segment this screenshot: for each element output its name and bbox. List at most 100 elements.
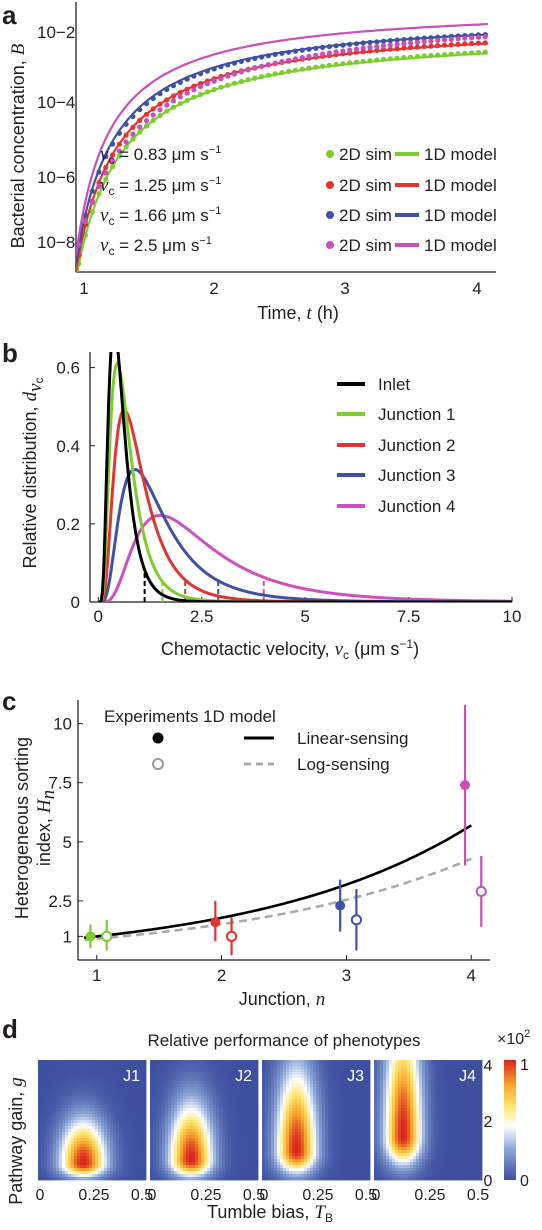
d-cell [41,1102,45,1106]
d-cell [237,1144,241,1148]
d-cell [68,1156,72,1160]
a-sim-point-3 [89,199,95,205]
d-cell [56,1135,60,1139]
d-cell [180,1156,184,1160]
d-cell [86,1096,90,1100]
d-cell [162,1108,166,1112]
d-cell [389,1123,393,1127]
d-cell [222,1174,226,1178]
d-cell [137,1129,141,1133]
d-cell [89,1093,93,1097]
d-cell [125,1072,129,1076]
d-cell [153,1099,157,1103]
d-cell [189,1111,193,1115]
d-cell [277,1060,281,1064]
d-cell [219,1171,223,1175]
d-cell [210,1111,214,1115]
d-cell [322,1075,326,1079]
d-cell [44,1105,48,1109]
d-cell [343,1177,347,1181]
d-cell [177,1066,181,1070]
d-cell [104,1138,108,1142]
d-cell [283,1084,287,1088]
d-cell [313,1156,317,1160]
d-cell [304,1123,308,1127]
d-cell [228,1141,232,1145]
d-cell [77,1150,81,1154]
d-cell [104,1141,108,1145]
d-cell [265,1099,269,1103]
d-cell [222,1144,226,1148]
d-cell [231,1168,235,1172]
d-cell [210,1165,214,1169]
d-cell [156,1081,160,1085]
d-cell [168,1141,172,1145]
d-cell [156,1144,160,1148]
d-cell [255,1150,259,1154]
d-cell [195,1117,199,1121]
d-cell [107,1069,111,1073]
d-cell [304,1081,308,1085]
d-cell [150,1078,154,1082]
d-cell [310,1075,314,1079]
d-cell [389,1126,393,1130]
d-cell [246,1105,250,1109]
d-cell [386,1075,390,1079]
a-sim-point-3 [421,39,427,45]
a-sim-point-3 [184,90,190,96]
d-cell [292,1144,296,1148]
d-cell [313,1075,317,1079]
d-cell [186,1111,190,1115]
d-cell [289,1132,293,1136]
d-cell [249,1156,253,1160]
d-cell [271,1177,275,1181]
d-cell [243,1111,247,1115]
d-cell [44,1144,48,1148]
d-cell [274,1099,278,1103]
d-cell [313,1135,317,1139]
d-cell [183,1114,187,1118]
d-cell [316,1105,320,1109]
d-cell [38,1156,42,1160]
d-cell [274,1075,278,1079]
d-cell [143,1147,147,1151]
d-cell [307,1150,311,1154]
a-sim-point-2 [164,86,170,93]
d-cell [98,1084,102,1088]
d-cell [150,1162,154,1166]
d-cell [213,1078,217,1082]
d-cell [386,1060,390,1064]
d-cell [198,1147,202,1151]
d-cell [198,1102,202,1106]
a-sim-point-2 [401,37,407,43]
d-cell [192,1171,196,1175]
d-cell [165,1129,169,1133]
d-cell [213,1075,217,1079]
d-cell [101,1084,105,1088]
d-cell [295,1078,299,1082]
d-cell [101,1165,105,1169]
d-cell [62,1066,66,1070]
a-sim-point-0 [272,71,278,77]
d-cell [95,1090,99,1094]
d-cell [219,1078,223,1082]
d-cell [210,1066,214,1070]
d-cell [240,1114,244,1118]
d-cell [56,1117,60,1121]
d-cell [337,1135,341,1139]
d-cell [268,1162,272,1166]
a-model-line-3 [76,23,488,257]
d-cell [283,1177,287,1181]
d-cell [165,1084,169,1088]
d-cell [143,1102,147,1106]
d-cell [38,1072,42,1076]
d-cell [183,1141,187,1145]
d-cell [204,1078,208,1082]
d-cell [89,1105,93,1109]
d-cell [283,1168,287,1172]
d-cell [283,1081,287,1085]
d-cell [74,1126,78,1130]
d-cell [349,1141,353,1145]
d-cell [262,1171,266,1175]
d-cell [59,1114,63,1118]
